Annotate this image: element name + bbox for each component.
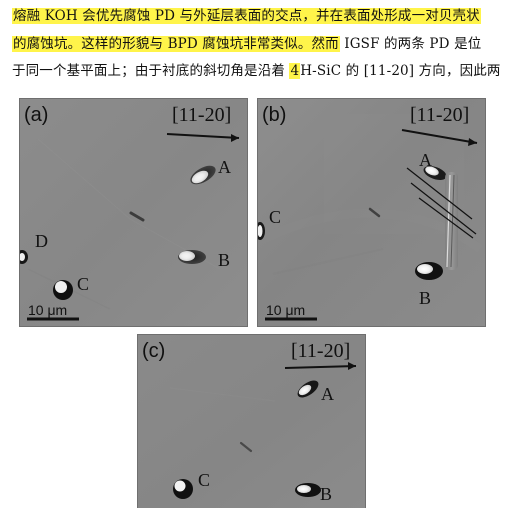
panel-c-feature-a: A: [321, 384, 334, 404]
panel-b-scale-label: 10 μm: [266, 302, 306, 318]
panel-b-image: [258, 99, 485, 326]
panel-b-feature-a: A: [419, 150, 432, 170]
highlight-4h: 4: [289, 63, 301, 79]
panel-a-feature-b: B: [218, 250, 231, 270]
panel-c-image: [138, 335, 365, 508]
panel-c-direction-label: [11-20]: [291, 340, 351, 362]
panel-b-label: (b): [262, 104, 287, 126]
panel-b-feature-c: C: [269, 207, 282, 227]
panel-a-feature-d: D: [35, 231, 48, 251]
paragraph-line-3: 于同一个基平面上；由于衬底的斜切角是沿着 4H-SiC 的 [11-20] 方向…: [12, 61, 502, 81]
panel-c-feature-c: C: [198, 470, 211, 490]
paragraph-line-3-rest: H-SiC 的 [11-20] 方向，因此两: [300, 63, 501, 79]
panel-a-direction-label: [11-20]: [172, 104, 232, 126]
highlight-line-2: 的腐蚀坑。这样的形貌与 BPD 腐蚀坑非常类似。然而: [12, 36, 340, 52]
paragraph-line-2: 的腐蚀坑。这样的形貌与 BPD 腐蚀坑非常类似。然而 IGSF 的两条 PD 是…: [12, 34, 502, 54]
highlight-line-1: 熔融 KOH 会优先腐蚀 PD 与外延层表面的交点，并在表面处形成一对贝壳状: [12, 8, 481, 24]
paragraph-line-2-rest: IGSF 的两条 PD 是位: [339, 36, 482, 52]
panel-b-direction-label: [11-20]: [410, 104, 470, 126]
panel-b-feature-b: B: [419, 288, 432, 308]
paragraph-line-3-start: 于同一个基平面上；由于衬底的斜切角是沿着: [12, 63, 290, 79]
panel-c-feature-b: B: [320, 484, 333, 504]
panel-a-scale-label: 10 μm: [28, 302, 68, 318]
panel-c-label: (c): [142, 340, 166, 362]
panel-a-label: (a): [24, 104, 49, 126]
panel-c: (c) [11-20] A B C: [137, 334, 366, 508]
panel-b: (b) [11-20] A B C 10 μm: [257, 98, 486, 327]
panel-a-feature-c: C: [77, 274, 90, 294]
panel-a-image: [20, 99, 247, 326]
paragraph-line-1: 熔融 KOH 会优先腐蚀 PD 与外延层表面的交点，并在表面处形成一对贝壳状: [12, 6, 502, 26]
panel-a-feature-a: A: [218, 157, 231, 177]
panel-a: (a) [11-20] A B C D 10 μm: [19, 98, 248, 327]
